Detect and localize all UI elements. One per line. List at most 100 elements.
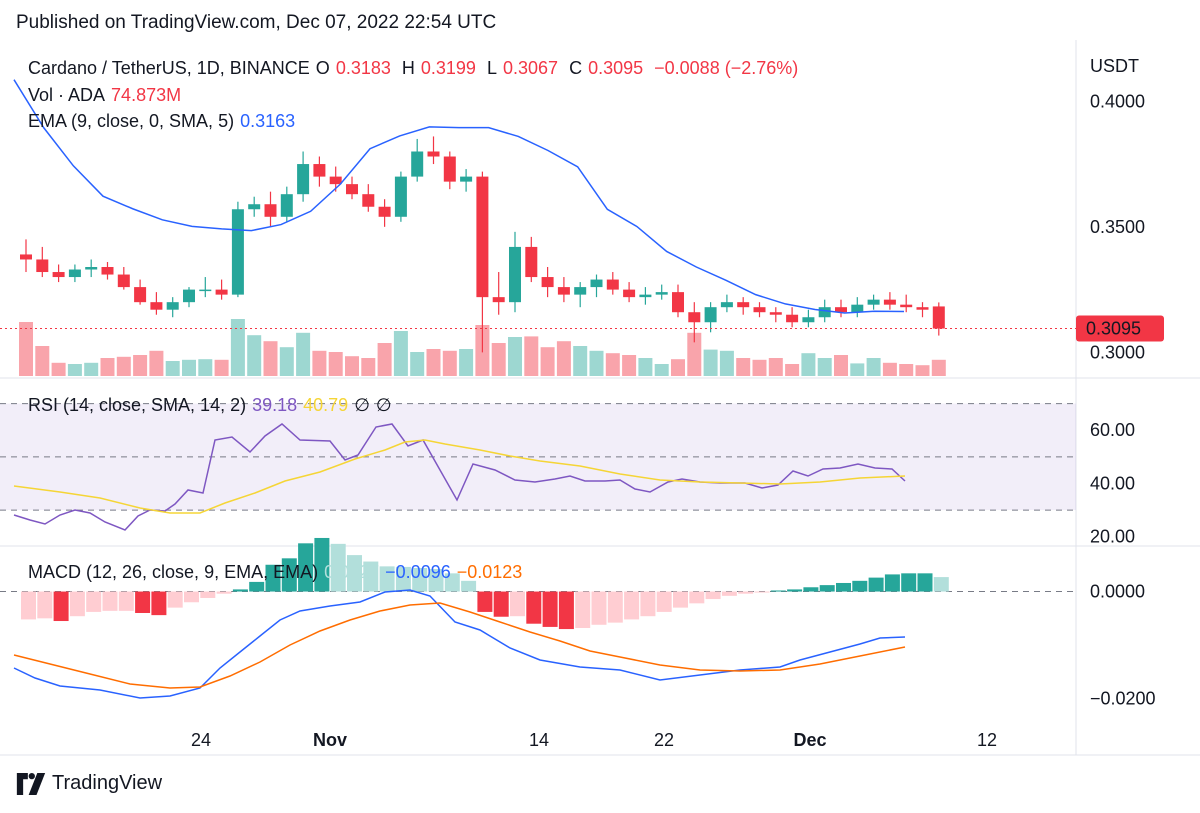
candle-body[interactable] (183, 289, 195, 303)
volume-bar (491, 343, 506, 376)
candle-body[interactable] (655, 292, 668, 295)
candle-body[interactable] (199, 289, 212, 292)
candle-body[interactable] (101, 267, 114, 275)
candle-body[interactable] (753, 307, 766, 313)
candle-body[interactable] (623, 289, 636, 298)
x-tick-label: 22 (654, 730, 674, 750)
candle-body[interactable] (639, 294, 652, 298)
volume-bar (426, 349, 441, 376)
currency-label: USDT (1090, 56, 1139, 76)
candle-body[interactable] (52, 272, 65, 278)
candle-body[interactable] (525, 246, 538, 278)
candle-body[interactable] (264, 204, 277, 217)
candle-body[interactable] (883, 299, 896, 305)
macd-histogram-bar (184, 591, 199, 603)
volume-bar (736, 358, 751, 376)
candle-body[interactable] (476, 176, 489, 298)
candle-body[interactable] (672, 292, 684, 313)
candle-body[interactable] (150, 302, 163, 310)
volume-bar (51, 362, 66, 376)
volume-value: 74.873M (111, 85, 182, 105)
candle-body[interactable] (394, 176, 407, 217)
macd-histogram-bar (379, 566, 395, 592)
candle-body[interactable] (541, 277, 554, 288)
macd-hist-value: 0.0027 (324, 562, 380, 582)
rsi-tick-label: 40.00 (1090, 473, 1135, 493)
symbol-title[interactable]: Cardano / TetherUS, 1D, BINANCE (28, 58, 310, 78)
candle-body[interactable] (411, 151, 424, 177)
candle-body[interactable] (427, 151, 440, 157)
footer-brand[interactable]: TradingView (16, 772, 162, 795)
macd-histogram-bar (363, 561, 379, 592)
candle-body[interactable] (802, 317, 815, 323)
macd-histogram-bar (624, 591, 640, 620)
candle-body[interactable] (851, 304, 864, 313)
macd-histogram-bar (705, 591, 721, 600)
candle-body[interactable] (704, 307, 717, 323)
candle-body[interactable] (346, 184, 358, 195)
candle-body[interactable] (492, 297, 505, 303)
volume-bar (410, 352, 425, 376)
macd-label[interactable]: MACD (12, 26, close, 9, EMA, EMA) (28, 562, 319, 582)
volume-bar (915, 365, 930, 376)
candle-body[interactable] (688, 312, 701, 323)
tradingview-logo-icon (16, 772, 46, 795)
candle-body[interactable] (835, 307, 847, 313)
macd-histogram-bar (53, 591, 69, 622)
candle-body[interactable] (329, 176, 342, 185)
candle-body[interactable] (20, 254, 32, 260)
price-legend: Cardano / TetherUS, 1D, BINANCE O 0.3183 H… (28, 58, 804, 79)
macd-histogram-bar (640, 591, 656, 617)
candle-body[interactable] (134, 287, 147, 303)
candle-body[interactable] (786, 314, 799, 323)
candle-body[interactable] (460, 176, 473, 182)
candle-body[interactable] (36, 259, 49, 273)
candle-body[interactable] (231, 209, 244, 295)
candle-body[interactable] (443, 156, 456, 182)
volume-bar (345, 356, 359, 376)
candle-body[interactable] (916, 307, 929, 310)
candle-body[interactable] (313, 164, 326, 177)
candle-body[interactable] (818, 307, 831, 318)
price-tick-label: 0.4000 (1090, 91, 1145, 111)
candle-body[interactable] (509, 246, 521, 303)
candle-body[interactable] (932, 306, 945, 329)
candle-body[interactable] (85, 267, 98, 270)
candle-body[interactable] (117, 274, 130, 288)
volume-bar (622, 355, 637, 376)
candle-body[interactable] (737, 302, 750, 308)
candle-body[interactable] (867, 299, 880, 305)
candle-body[interactable] (900, 304, 913, 308)
low-label: L (486, 58, 497, 78)
candle-body[interactable] (297, 164, 310, 195)
macd-histogram-bar (787, 589, 803, 592)
candle-body[interactable] (769, 312, 782, 315)
candle-body[interactable] (362, 194, 375, 207)
volume-label[interactable]: Vol · ADA (28, 85, 106, 105)
candle-body[interactable] (215, 289, 228, 295)
volume-bar (703, 349, 718, 376)
candle-body[interactable] (720, 302, 733, 308)
macd-histogram-bar (428, 569, 444, 592)
candle-body[interactable] (557, 287, 570, 295)
macd-histogram-bar (298, 543, 314, 592)
x-tick-label: 14 (529, 730, 549, 750)
candle-body[interactable] (606, 279, 619, 290)
footer-brand-text: TradingView (52, 772, 163, 794)
candle-body[interactable] (248, 204, 261, 210)
volume-bar (752, 359, 767, 376)
macd-histogram-bar (69, 591, 85, 617)
volume-bar (687, 332, 702, 376)
candle-body[interactable] (166, 302, 179, 310)
rsi-label[interactable]: RSI (14, close, SMA, 14, 2) (28, 395, 247, 415)
candle-body[interactable] (378, 206, 391, 217)
candle-body[interactable] (280, 194, 293, 217)
macd-histogram-bar (607, 591, 623, 623)
macd-histogram-bar (721, 591, 737, 596)
rsi-value: 39.18 (252, 395, 298, 415)
candle-body[interactable] (574, 287, 587, 295)
ema-label[interactable]: EMA (9, close, 0, SMA, 5) (28, 111, 235, 131)
candle-body[interactable] (590, 279, 603, 288)
candle-body[interactable] (68, 269, 81, 278)
